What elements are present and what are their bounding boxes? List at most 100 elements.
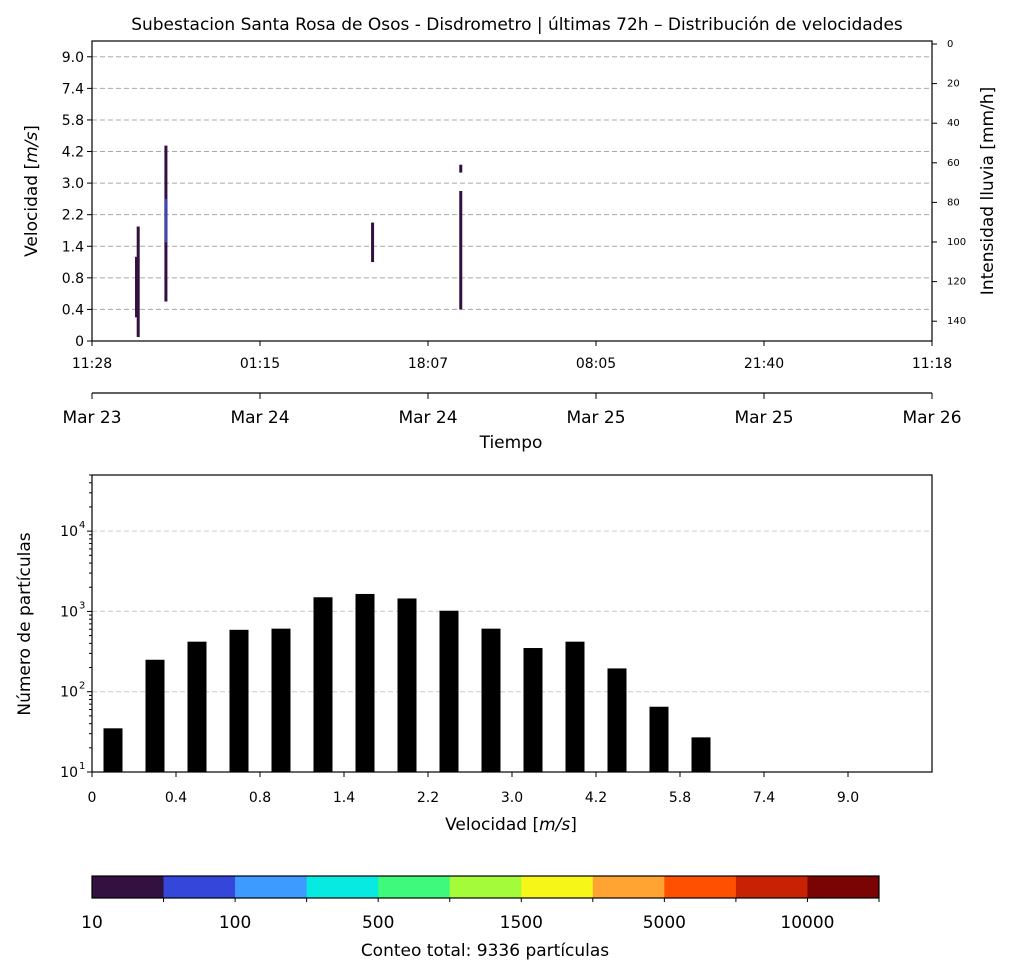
bottom-y-tick-label: 10 xyxy=(60,685,78,701)
colorbar-segment xyxy=(592,876,665,898)
histogram-bar xyxy=(271,628,291,772)
top-grid xyxy=(92,56,932,310)
top-x-tick-label: 11:18 xyxy=(912,356,952,372)
bottom-x-tick-label: 2.2 xyxy=(417,790,439,806)
colorbar-tick-label: 5000 xyxy=(643,913,686,933)
histogram-bar xyxy=(313,597,333,772)
heatmap-event-cell xyxy=(164,198,167,243)
heatmap-event-cell xyxy=(371,222,375,263)
date-tick-label: Mar 24 xyxy=(230,408,289,428)
colorbar-ticks: 10 100 500 1500 5000 10000 xyxy=(81,898,880,933)
colorbar-segment xyxy=(163,876,236,898)
top-y-tick-label: 7.4 xyxy=(62,81,84,97)
bottom-x-tick-label: 0.8 xyxy=(249,790,271,806)
bottom-x-tick-label: 7.4 xyxy=(753,790,775,806)
top-y2-tick-label: 40 xyxy=(947,118,960,129)
top-y2-ticks: 0 20 40 60 80 100 120 140 xyxy=(932,39,966,327)
bottom-plot-frame xyxy=(91,474,933,773)
top-x-tick-label: 01:15 xyxy=(240,356,280,372)
colorbar-segment xyxy=(735,876,808,898)
histogram-bar xyxy=(355,593,375,772)
date-axis-ticks: Mar 23 Mar 24 Mar 24 Mar 25 Mar 25 Mar 26 xyxy=(62,393,962,428)
colorbar-tick-label: 100 xyxy=(219,913,251,933)
top-x-time-ticks: 11:28 01:15 18:07 08:05 21:40 11:18 xyxy=(72,341,952,372)
date-tick-label: Mar 24 xyxy=(398,408,457,428)
top-y2-tick-label: 120 xyxy=(947,277,966,288)
colorbar-label: Conteo total: 9336 partículas xyxy=(361,941,609,961)
top-x-tick-label: 21:40 xyxy=(744,356,784,372)
top-y2-axis-label: Intensidad lluvia [mm/h] xyxy=(978,87,998,295)
bottom-x-tick-label: 0 xyxy=(88,790,97,806)
colorbar-frame xyxy=(91,875,880,899)
top-y-tick-label: 0 xyxy=(75,334,84,350)
colorbar-segment xyxy=(92,876,165,898)
top-y-tick-label: 0.4 xyxy=(62,302,84,318)
histogram-bar xyxy=(229,629,249,772)
bottom-grid xyxy=(92,530,932,693)
date-tick-label: Mar 23 xyxy=(62,408,121,428)
top-y-tick-label: 5.8 xyxy=(62,113,84,129)
heatmap-event-cell xyxy=(459,164,463,173)
colorbar-segment xyxy=(664,876,737,898)
bottom-x-tick-label: 9.0 xyxy=(837,790,859,806)
top-y2-tick-label: 100 xyxy=(947,237,966,248)
bottom-y-tick-exponent: 4 xyxy=(79,520,85,531)
date-tick-label: Mar 25 xyxy=(566,408,625,428)
colorbar xyxy=(91,875,880,899)
bottom-x-tick-label: 3.0 xyxy=(501,790,523,806)
top-plot-frame xyxy=(91,40,933,342)
histogram-bar xyxy=(481,628,501,772)
top-y2-tick-label: 80 xyxy=(947,197,960,208)
bottom-x-ticks: 0 0.4 0.8 1.4 2.2 3.0 4.2 5.8 7.4 9.0 xyxy=(88,772,859,806)
histogram-bar xyxy=(397,598,417,772)
top-x-tick-label: 08:05 xyxy=(576,356,616,372)
top-y-axis-label: Velocidad [m/s] xyxy=(22,125,42,257)
top-y-tick-label: 0.8 xyxy=(62,271,84,287)
colorbar-segment xyxy=(235,876,308,898)
colorbar-segment xyxy=(807,876,880,898)
top-x-tick-label: 18:07 xyxy=(408,356,448,372)
bottom-x-axis-label: Velocidad [m/s] xyxy=(445,815,577,835)
bottom-y-tick-exponent: 3 xyxy=(79,600,85,611)
histogram-bar xyxy=(439,610,459,772)
top-y-tick-label: 1.4 xyxy=(62,239,84,255)
top-y-tick-label: 4.2 xyxy=(62,145,84,161)
bottom-y-tick-label: 10 xyxy=(60,765,78,781)
colorbar-tick-label: 1500 xyxy=(500,913,543,933)
bottom-bars xyxy=(103,593,711,772)
bottom-y-tick-exponent: 1 xyxy=(79,761,85,772)
histogram-bar xyxy=(523,648,543,772)
bottom-x-tick-label: 0.4 xyxy=(165,790,187,806)
top-y2-tick-label: 140 xyxy=(947,316,966,327)
histogram-bar xyxy=(145,659,165,772)
heatmap-event-cell xyxy=(136,226,140,338)
heatmap-event-cell xyxy=(459,191,463,310)
top-y2-tick-label: 20 xyxy=(947,79,960,90)
colorbar-segment xyxy=(378,876,451,898)
colorbar-segment xyxy=(306,876,379,898)
bottom-y-tick-label: 10 xyxy=(60,524,78,540)
histogram-bar xyxy=(565,641,585,772)
time-axis-label: Tiempo xyxy=(479,433,543,453)
colorbar-tick-label: 10 xyxy=(81,913,103,933)
colorbar-segment xyxy=(521,876,594,898)
top-y-tick-label: 2.2 xyxy=(62,208,84,224)
bottom-y-tick-exponent: 2 xyxy=(79,681,85,692)
histogram-bar xyxy=(649,706,669,772)
top-chart-title: Subestacion Santa Rosa de Osos - Disdrom… xyxy=(131,15,903,35)
top-y-tick-label: 3.0 xyxy=(62,176,84,192)
colorbar-segment xyxy=(449,876,522,898)
date-tick-label: Mar 26 xyxy=(902,408,961,428)
histogram-bar xyxy=(691,737,711,772)
top-y2-tick-label: 60 xyxy=(947,158,960,169)
date-tick-label: Mar 25 xyxy=(734,408,793,428)
histogram-bar xyxy=(187,641,207,772)
colorbar-tick-label: 500 xyxy=(362,913,394,933)
heatmap-event-cell xyxy=(135,256,139,318)
top-y-ticks: 0 0.4 0.8 1.4 2.2 3.0 4.2 5.8 7.4 9.0 xyxy=(62,50,92,350)
top-y-tick-label: 9.0 xyxy=(62,50,84,66)
bottom-y-axis-label: Número de partículas xyxy=(15,532,35,715)
bottom-y-tick-label: 10 xyxy=(60,604,78,620)
